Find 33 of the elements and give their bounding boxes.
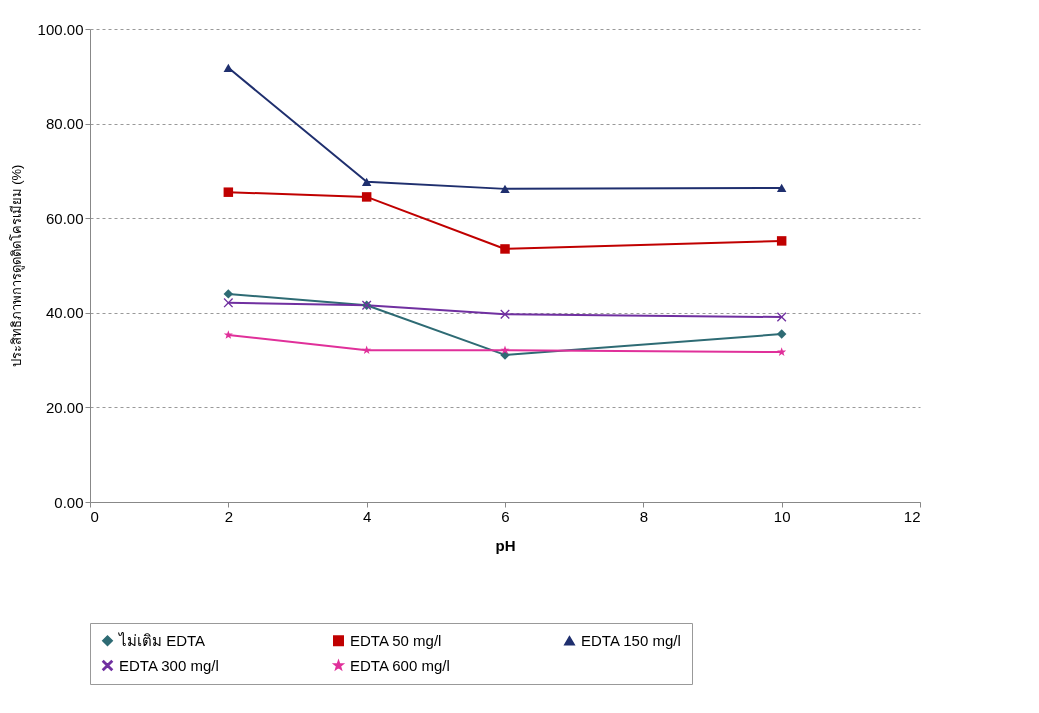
x-tick-label: 12: [903, 507, 921, 525]
y-tick-label: 20.00: [45, 398, 84, 416]
point: [776, 236, 787, 246]
y-tick-label: 100.00: [37, 20, 84, 38]
point: [361, 192, 372, 202]
point: [500, 309, 510, 319]
point: [776, 312, 787, 322]
point: [223, 298, 234, 308]
point: [362, 345, 372, 354]
x-tick-label: 8: [639, 507, 649, 525]
point: [223, 187, 234, 197]
x-tick-label: 10: [773, 507, 791, 525]
point: [223, 289, 234, 299]
legend-label: EDTA 300 mg/l: [119, 656, 219, 674]
x-tick-label: 2: [224, 507, 234, 525]
y-axis-title: ประสิทธิภาพการดูดติดโครเมียม (%): [8, 164, 25, 368]
y-tick-label: 40.00: [45, 304, 84, 322]
x-axis-title: pH: [495, 536, 516, 554]
x-tick-label: 4: [362, 507, 372, 525]
y-tick-label: 80.00: [45, 115, 84, 133]
legend-label: ไม่เติม EDTA: [118, 631, 206, 649]
point: [776, 183, 787, 193]
y-tick-label: 60.00: [45, 209, 84, 227]
legend-label: EDTA 150 mg/l: [581, 631, 681, 649]
point: [500, 244, 510, 254]
x-tick-label: 0: [90, 507, 99, 525]
point: [361, 177, 372, 186]
legend-label: EDTA 600 mg/l: [350, 656, 450, 674]
x-tick-label: 6: [501, 507, 510, 525]
y-tick-label: 0.00: [54, 493, 84, 511]
legend-label: EDTA 50 mg/l: [350, 631, 442, 649]
point: [500, 184, 510, 193]
point: [776, 329, 787, 339]
